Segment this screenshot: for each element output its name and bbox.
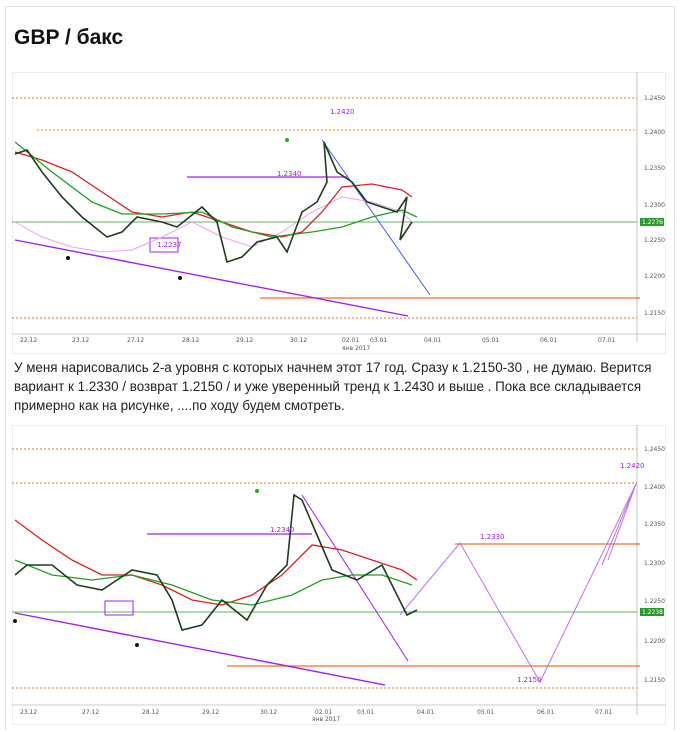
marker-box	[104, 600, 134, 616]
date-label: 30.12	[260, 709, 277, 716]
ma-line	[14, 196, 413, 253]
fractal	[66, 256, 70, 260]
arrow	[301, 494, 409, 662]
fractal	[178, 276, 182, 280]
price-label: 1.2300	[644, 560, 665, 567]
fractal	[285, 138, 289, 142]
date-label: 22.12	[20, 337, 37, 344]
level-annotation: 1.2420	[620, 462, 645, 470]
level-annotation: 1.2420	[330, 108, 355, 116]
ma-line	[14, 559, 413, 606]
date-label: 02.01	[315, 709, 332, 716]
price-path	[14, 493, 418, 631]
date-label: 04.01	[417, 709, 434, 716]
arrow	[321, 139, 431, 296]
price-badge	[640, 608, 664, 616]
date-label: 03.01	[370, 337, 387, 344]
price-label: 1.2250	[644, 237, 665, 244]
post-text: У меня нарисовались 2-а уровня с которых…	[14, 360, 652, 413]
level-annotation: 1.2340	[277, 170, 302, 178]
fractal	[255, 489, 259, 493]
price-label: 1.2150	[644, 310, 665, 317]
date-label: 07.01	[598, 337, 615, 344]
post-frame	[5, 6, 675, 730]
current-price: 1.2276	[642, 219, 663, 226]
price-label: 1.2200	[644, 638, 665, 645]
current-price: 1.2238	[642, 609, 663, 616]
ma-line	[14, 151, 413, 238]
date-label: 06.01	[540, 337, 557, 344]
date-label: 28.12	[182, 337, 199, 344]
ma-line	[14, 141, 418, 238]
date-label: 27.12	[127, 337, 144, 344]
trend-line	[14, 612, 386, 686]
date-label: 30.12	[290, 337, 307, 344]
month-label: янв 2017	[312, 716, 340, 723]
level-annotation: 1.2237	[157, 241, 182, 249]
date-label: 07.01	[595, 709, 612, 716]
trend-line	[14, 239, 409, 317]
chart-image: 1.2450 1.2400 1.2350 1.2300 1.2250 1.2200 1.21…	[12, 72, 666, 354]
price-label: 1.2400	[644, 484, 665, 491]
price-path	[14, 141, 413, 264]
price-label: 1.2200	[644, 273, 665, 280]
price-label: 1.2450	[644, 446, 665, 453]
date-label: 04.01	[424, 337, 441, 344]
projection	[399, 483, 637, 684]
fractal	[135, 643, 139, 647]
price-label: 1.2300	[644, 202, 665, 209]
level-annotation: 1.2150	[517, 676, 542, 684]
price-badge	[640, 218, 664, 226]
projection	[601, 483, 637, 566]
date-label: 23.12	[72, 337, 89, 344]
price-label: 1.2350	[644, 165, 665, 172]
date-label: 05.01	[477, 709, 494, 716]
post-title: GBP / бакс	[14, 26, 124, 49]
month-label: янв 2017	[342, 345, 370, 352]
fractal	[13, 619, 17, 623]
level-annotation: 1.2340	[270, 526, 295, 534]
date-label: 23.12	[20, 709, 37, 716]
date-label: 27.12	[82, 709, 99, 716]
price-label: 1.2350	[644, 521, 665, 528]
ma-line	[14, 519, 418, 606]
date-label: 06.01	[537, 709, 554, 716]
date-label: 05.01	[482, 337, 499, 344]
date-label: 28.12	[142, 709, 159, 716]
date-label: 29.12	[236, 337, 253, 344]
chart-image: 1.2450 1.2400 1.2350 1.2300 1.2250 1.2200 1.21…	[12, 425, 666, 725]
price-label: 1.2450	[644, 95, 665, 102]
date-label: 29.12	[202, 709, 219, 716]
price-label: 1.2250	[644, 598, 665, 605]
date-label: 03.01	[357, 709, 374, 716]
level-annotation: 1.2330	[480, 533, 505, 541]
marker-box	[149, 237, 179, 253]
price-label: 1.2400	[644, 129, 665, 136]
price-label: 1.2150	[644, 677, 665, 684]
date-label: 02.01	[342, 337, 359, 344]
